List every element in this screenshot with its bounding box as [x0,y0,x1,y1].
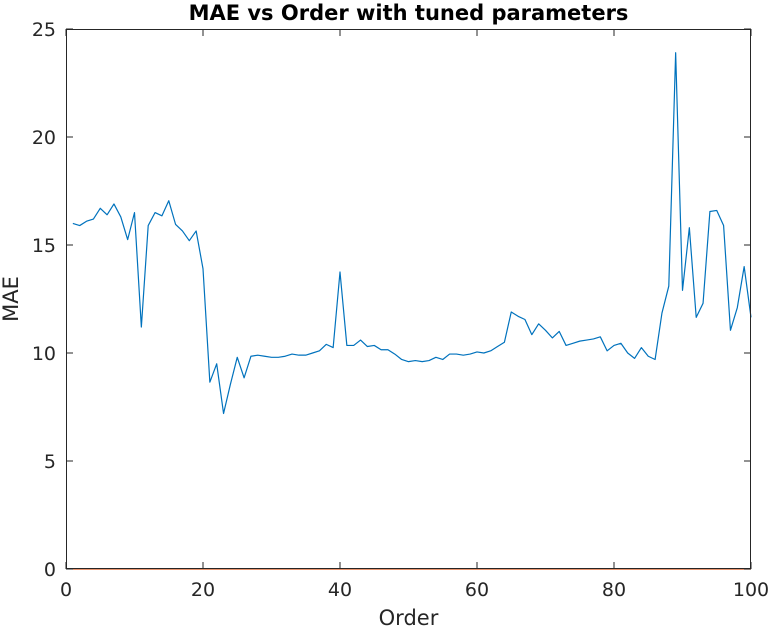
y-axis-label: MAE [0,276,23,322]
y-tick-label: 10 [32,343,56,365]
x-axis-label: Order [379,606,439,629]
x-tick-label: 80 [602,579,626,601]
chart-title: MAE vs Order with tuned parameters [189,1,629,25]
x-tick-label: 0 [60,579,72,601]
y-tick-label: 0 [44,559,56,581]
ticks-layer: 0 20 40 60 80 100 0 5 10 15 20 25 [32,19,769,601]
plot-area [66,29,751,569]
x-tick-label: 20 [191,579,215,601]
y-tick-label: 20 [32,127,56,149]
y-tick-label: 5 [44,451,56,473]
y-tick-label: 25 [32,19,56,41]
axes-box [66,29,751,569]
x-tick-label: 60 [465,579,489,601]
x-tick-label: 40 [328,579,352,601]
x-tick-label: 100 [733,579,769,601]
y-tick-label: 15 [32,235,56,257]
series-line-1 [72,52,752,415]
